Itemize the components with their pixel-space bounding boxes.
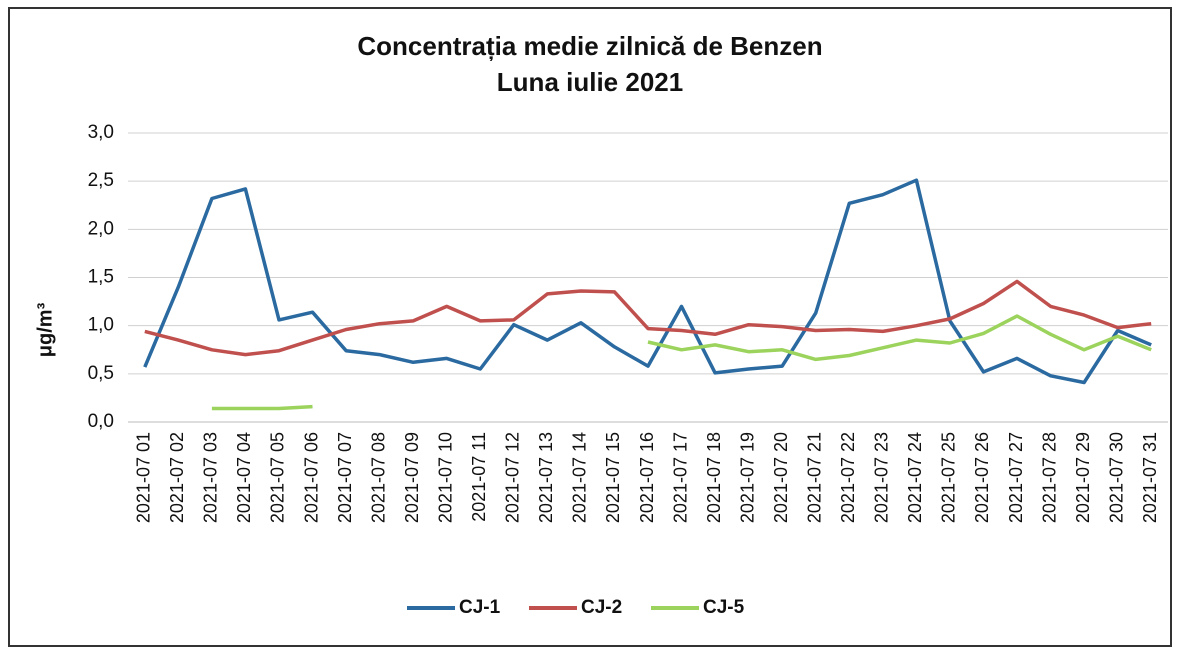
x-tick-label: 2021-07 07: [335, 432, 355, 523]
x-tick-label: 2021-07 29: [1073, 432, 1093, 523]
x-tick-label: 2021-07 01: [134, 432, 154, 523]
chart-frame: [8, 7, 1172, 647]
x-tick-label: 2021-07 06: [301, 432, 321, 523]
y-tick-label: 0,5: [88, 363, 114, 384]
x-tick-label: 2021-07 30: [1106, 432, 1126, 523]
x-tick-label: 2021-07 18: [704, 432, 724, 523]
y-axis-label: μg/m³: [34, 302, 56, 357]
x-tick-label: 2021-07 05: [268, 432, 288, 523]
x-tick-label: 2021-07 12: [503, 432, 523, 523]
legend-label: CJ-2: [581, 597, 622, 618]
x-tick-label: 2021-07 16: [637, 432, 657, 523]
legend-label: CJ-1: [459, 597, 501, 618]
y-tick-label: 2,5: [88, 170, 114, 191]
data-line: [144, 279, 1152, 357]
x-tick-label: 2021-07 11: [469, 432, 489, 522]
x-tick-label: 2021-07 24: [905, 432, 925, 523]
x-tick-label: 2021-07 28: [1039, 432, 1059, 523]
chart-title: Concentrația medie zilnică de Benzen: [357, 31, 822, 61]
x-tick-label: 2021-07 03: [201, 432, 221, 523]
legend-label: CJ-5: [703, 597, 745, 618]
x-tick-label: 2021-07 21: [804, 432, 824, 523]
x-tick-label: 2021-07 13: [536, 432, 556, 523]
x-tick-label: 2021-07 26: [972, 432, 992, 523]
y-tick-label: 3,0: [88, 122, 114, 143]
x-tick-label: 2021-07 14: [570, 432, 590, 523]
x-tick-label: 2021-07 09: [402, 432, 422, 523]
x-tick-label: 2021-07 08: [368, 432, 388, 523]
x-tick-label: 2021-07 27: [1006, 432, 1026, 523]
x-tick-label: 2021-07 23: [872, 432, 892, 523]
x-tick-label: 2021-07 19: [737, 432, 757, 523]
y-tick-label: 1,0: [88, 315, 114, 336]
x-tick-label: 2021-07 02: [167, 432, 187, 523]
x-tick-label: 2021-07 31: [1140, 432, 1160, 523]
x-tick-label: 2021-07 22: [838, 432, 858, 523]
y-tick-label: 0,0: [88, 411, 114, 432]
x-tick-label: 2021-07 15: [603, 432, 623, 523]
chart-subtitle: Luna iulie 2021: [497, 67, 683, 97]
y-tick-label: 2,0: [88, 218, 114, 239]
data-line: [211, 314, 1152, 411]
y-tick-label: 1,5: [88, 267, 114, 288]
x-tick-label: 2021-07 10: [435, 432, 455, 523]
x-tick-label: 2021-07 20: [771, 432, 791, 523]
x-tick-label: 2021-07 04: [234, 432, 254, 523]
data-line: [143, 178, 1152, 385]
x-tick-label: 2021-07 25: [939, 432, 959, 523]
x-tick-label: 2021-07 17: [670, 432, 690, 523]
